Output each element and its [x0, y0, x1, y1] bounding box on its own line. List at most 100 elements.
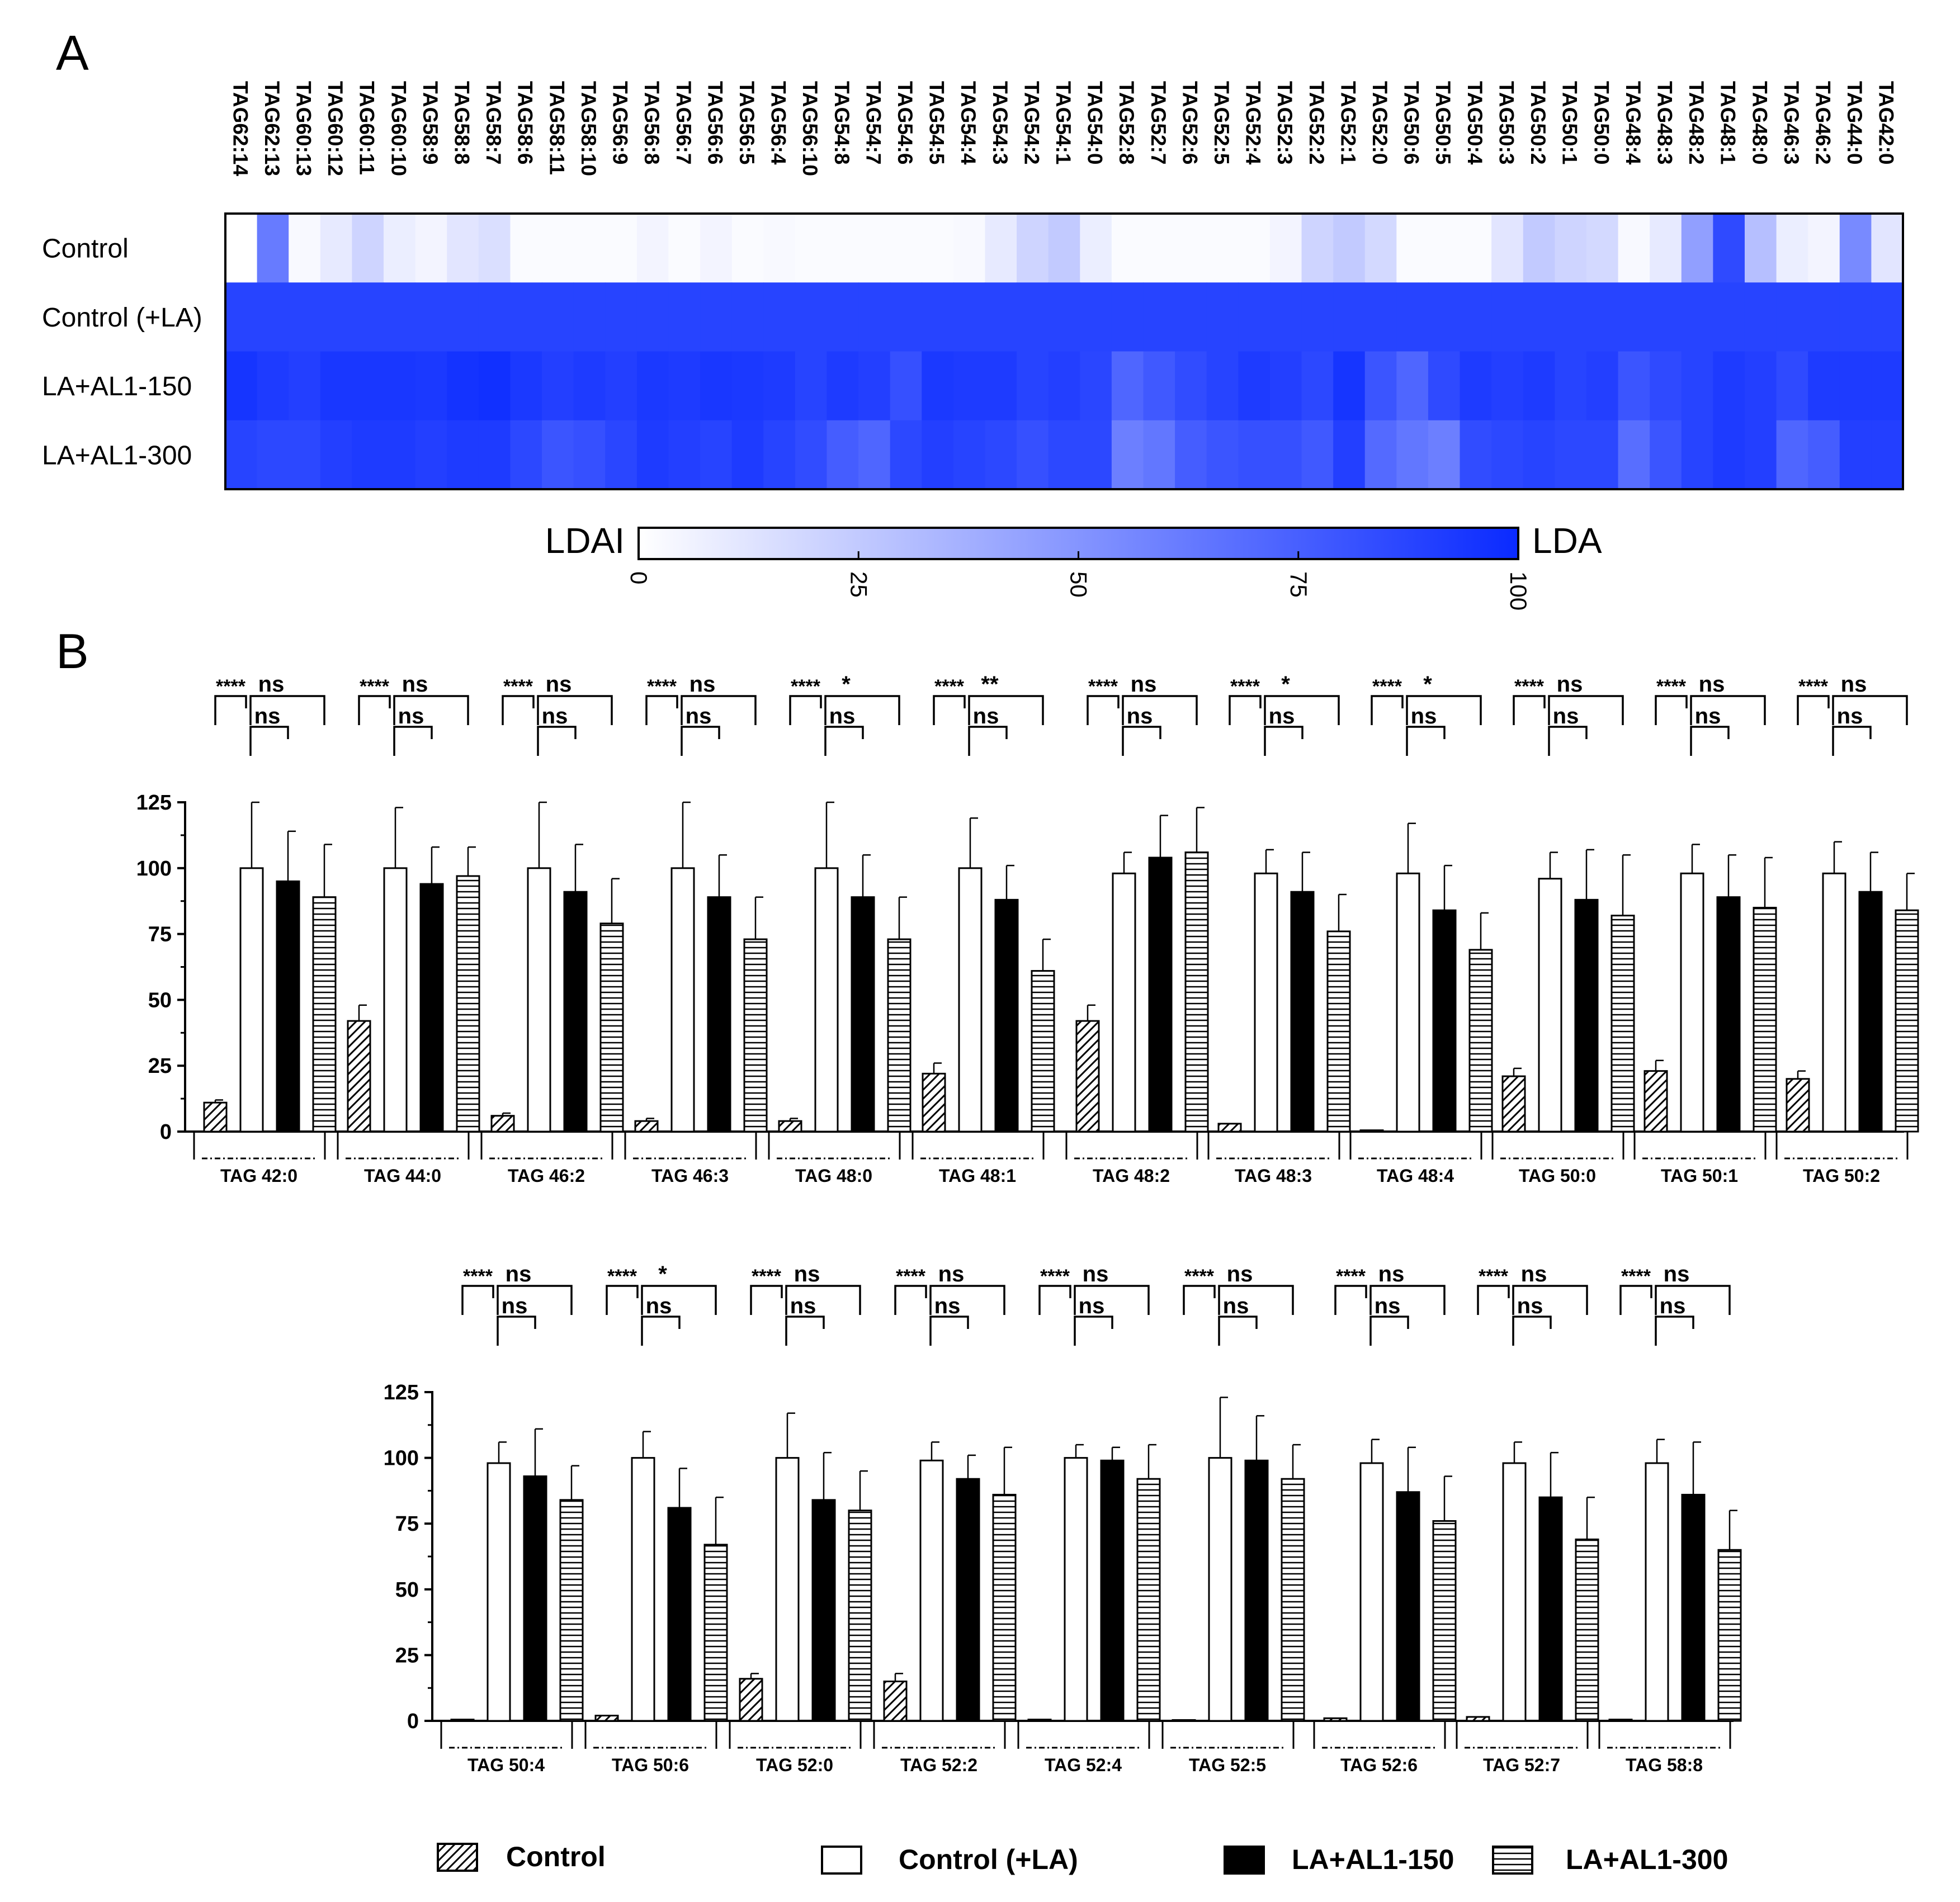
- heatmap-cell: [922, 214, 954, 283]
- sig-label: ****: [896, 1266, 926, 1287]
- bar: [1432, 909, 1457, 1133]
- sig-bracket: [1619, 1285, 1652, 1315]
- heatmap-cell: [731, 420, 764, 490]
- heatmap-cell: [1017, 214, 1049, 283]
- heatmap-cell: [1586, 351, 1619, 421]
- heatmap-cell: [1048, 214, 1080, 283]
- heatmap-cell: [1428, 282, 1461, 352]
- sig-label: ****: [1514, 676, 1545, 697]
- group-label: TAG 52:2: [900, 1755, 977, 1775]
- sig-label: ns: [934, 1294, 961, 1318]
- heatmap-column-label: TAG50:2: [1527, 81, 1550, 164]
- bar: [743, 938, 768, 1133]
- heatmap-cell: [731, 282, 764, 352]
- heatmap-column-label: TAG48:3: [1653, 81, 1676, 164]
- significance-brackets: **** ns ns: [1797, 672, 1908, 756]
- heatmap-border: [224, 212, 1904, 490]
- sig-label: ns: [1660, 1294, 1686, 1318]
- heatmap-cell: [1776, 351, 1808, 421]
- heatmap-cell: [1491, 351, 1524, 421]
- heatmap-cell: [1839, 214, 1872, 283]
- significance-brackets: **** *ns: [1371, 672, 1482, 756]
- sig-bracket: [497, 1285, 573, 1315]
- sig-label: ns: [1841, 672, 1867, 697]
- heatmap-cell: [1618, 282, 1650, 352]
- group-label: TAG 50:0: [1519, 1166, 1596, 1186]
- bar: [1359, 1462, 1384, 1722]
- sig-label: ****: [1798, 676, 1829, 697]
- bar: [1753, 906, 1777, 1133]
- heatmap-column-label: TAG52:2: [1305, 81, 1328, 164]
- heatmap-cell: [1269, 351, 1302, 421]
- heatmap-cell: [1586, 420, 1619, 490]
- heatmap-column-label: TAG62:13: [261, 81, 284, 176]
- heatmap-cell: [858, 282, 891, 352]
- significance-brackets: **** *ns: [606, 1262, 717, 1346]
- sig-label: ns: [254, 704, 281, 728]
- y-tick-label: 125: [384, 1381, 419, 1404]
- heatmap-column-label: TAG54:7: [862, 81, 885, 164]
- bar: [1396, 1491, 1420, 1722]
- bar: [1501, 1075, 1526, 1133]
- heatmap-cell: [1555, 282, 1587, 352]
- heatmap-cell: [1238, 282, 1271, 352]
- heatmap-cell: [1713, 282, 1745, 352]
- heatmap-cell: [415, 214, 447, 283]
- sig-bracket: [1218, 1285, 1294, 1315]
- sig-bracket: [1074, 1285, 1150, 1315]
- heatmap-column-label: TAG48:1: [1717, 81, 1740, 164]
- sig-label: ns: [1557, 672, 1583, 697]
- sig-bracket: [824, 726, 864, 756]
- group-label: TAG 48:4: [1377, 1166, 1454, 1186]
- bar: [1100, 1459, 1125, 1722]
- heatmap-cell: [1523, 214, 1555, 283]
- heatmap: Control Control (+LA) LA+AL1-150 LA+AL1-300…: [42, 81, 1904, 490]
- heatmap-cell: [1175, 420, 1207, 490]
- bar: [707, 896, 731, 1133]
- heatmap-cell: [1871, 282, 1904, 352]
- heatmap-cell: [1681, 214, 1713, 283]
- heatmap-cell: [1650, 351, 1682, 421]
- bar: [239, 867, 264, 1133]
- heatmap-cell: [1523, 351, 1555, 421]
- y-tick-label: 75: [148, 923, 172, 947]
- heatmap-cell: [510, 420, 542, 490]
- heatmap-cell: [1808, 282, 1840, 352]
- bar: [490, 1115, 515, 1133]
- heatmap-cell: [1681, 282, 1713, 352]
- bar: [1244, 1459, 1269, 1722]
- heatmap-column-label: TAG46:3: [1780, 81, 1803, 164]
- group-label: TAG 52:7: [1483, 1755, 1560, 1775]
- heatmap-cell: [1586, 282, 1619, 352]
- y-tick-label: 100: [384, 1447, 419, 1470]
- heatmap-cell: [384, 282, 416, 352]
- sig-bracket: [641, 1285, 717, 1315]
- sig-bracket: [1548, 726, 1588, 756]
- significance-brackets: **** ns ns: [1655, 672, 1766, 756]
- sig-bracket: [641, 1316, 681, 1346]
- bar: [958, 867, 983, 1133]
- heatmap-cell: [1491, 282, 1524, 352]
- significance-brackets: **** ns ns: [214, 672, 325, 756]
- sig-bracket: [1832, 726, 1872, 756]
- heatmap-column-label: TAG48:4: [1622, 81, 1645, 165]
- bar: [347, 1020, 371, 1133]
- heatmap-cell: [1681, 420, 1713, 490]
- sig-bracket: [1406, 695, 1482, 725]
- heatmap-cell: [700, 420, 733, 490]
- bar: [1681, 1493, 1706, 1722]
- sig-bracket: [1655, 695, 1688, 725]
- sig-label: ns: [1378, 1262, 1405, 1286]
- sig-label: ns: [506, 1262, 532, 1286]
- significance-brackets: **** ns ns: [1619, 1262, 1731, 1346]
- heatmap-cell: [1301, 351, 1334, 421]
- group-label: TAG 44:0: [364, 1166, 441, 1186]
- heatmap-cell: [1206, 351, 1239, 421]
- bar-group: TAG 48:1**** **ns: [911, 672, 1055, 1186]
- heatmap-cell: [795, 420, 828, 490]
- heatmap-cell: [352, 214, 384, 283]
- sig-bracket: [537, 695, 613, 725]
- heatmap-cell: [1713, 214, 1745, 283]
- heatmap-cell: [447, 214, 479, 283]
